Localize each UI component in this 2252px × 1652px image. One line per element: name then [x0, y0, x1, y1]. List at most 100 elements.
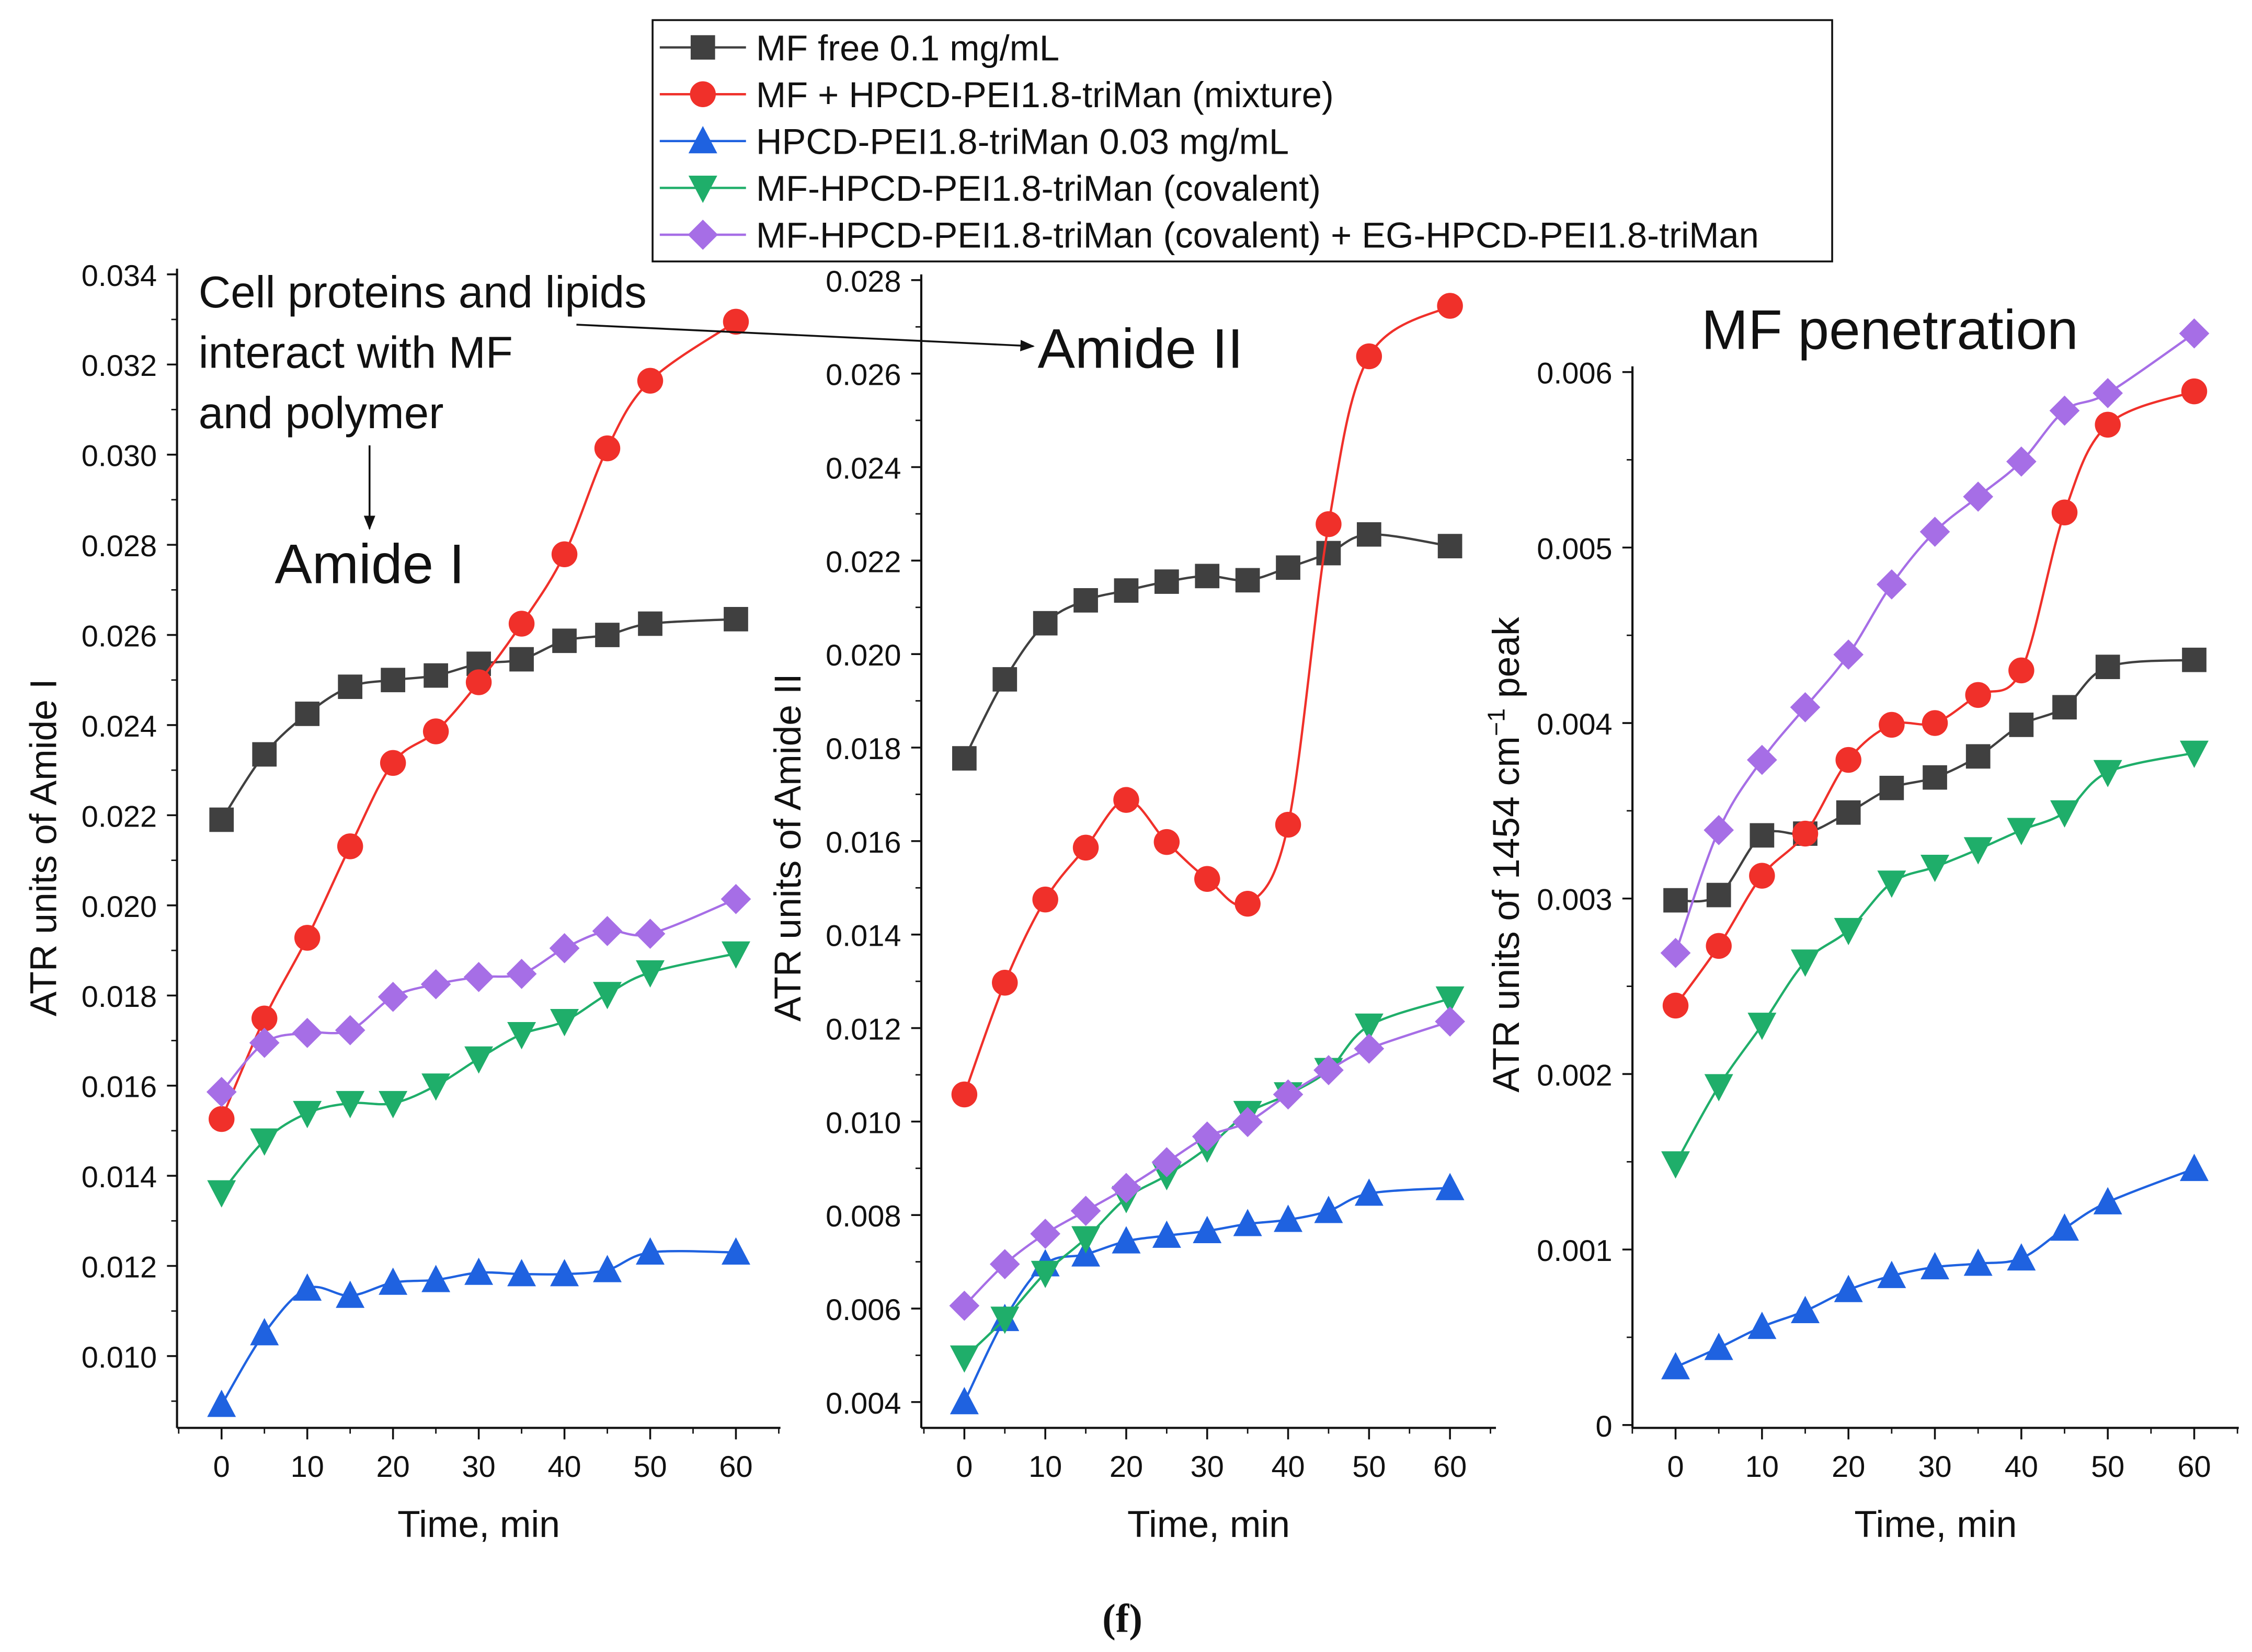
- data-point: [1834, 1275, 1863, 1302]
- annotation-cell-line-1: Cell proteins and lipids: [199, 268, 647, 317]
- y-tick-label: 0.016: [82, 1071, 157, 1104]
- y-tick-label: 0.012: [826, 1013, 901, 1047]
- data-point: [551, 541, 578, 567]
- data-point: [292, 1017, 323, 1048]
- legend-label: HPCD-PEI1.8-triMan 0.03 mg/mL: [756, 122, 1289, 162]
- x-tick-label: 10: [1028, 1450, 1062, 1484]
- x-tick-label: 60: [1433, 1450, 1467, 1484]
- figure-label: (f): [1102, 1596, 1142, 1641]
- data-point: [1661, 1151, 1690, 1179]
- y-tick-label: 0.008: [826, 1200, 901, 1233]
- annotation-mf-penetration: MF penetration: [1701, 299, 2078, 361]
- y-tick-label: 0.006: [826, 1293, 901, 1327]
- y-tick-label: 0.026: [826, 359, 901, 392]
- x-tick-label: 60: [2177, 1450, 2211, 1484]
- data-point: [2182, 647, 2207, 672]
- legend-label: MF + HPCD-PEI1.8-triMan (mixture): [756, 75, 1334, 115]
- y-tick-label: 0.030: [82, 440, 157, 473]
- data-point: [1111, 1173, 1141, 1203]
- y-tick-label: 0.010: [82, 1341, 157, 1374]
- legend-marker-triangle-down-icon: [688, 176, 717, 203]
- data-point: [1437, 534, 1462, 558]
- y-axis-label-main: ATR units of Amide II: [767, 673, 809, 1022]
- data-point: [379, 1267, 408, 1295]
- data-point: [2052, 695, 2077, 720]
- data-point: [950, 1387, 979, 1415]
- data-point: [1750, 823, 1775, 848]
- data-point: [507, 1022, 536, 1050]
- series-5: [949, 1006, 1465, 1321]
- y-tick-label: 0.028: [82, 530, 157, 563]
- annotations: Cell proteins and lipids interact with M…: [199, 268, 2078, 595]
- data-point: [552, 628, 577, 653]
- legend-label: MF-HPCD-PEI1.8-triMan (covalent) + EG-HP…: [756, 215, 1759, 256]
- data-point: [1435, 986, 1465, 1014]
- data-point: [1834, 917, 1863, 946]
- data-point: [1275, 811, 1301, 838]
- data-point: [952, 746, 977, 771]
- y-axis-label: ATR units of Amide I: [23, 679, 65, 1016]
- series-3: [950, 1173, 1465, 1415]
- data-point: [1963, 1248, 1993, 1276]
- data-point: [990, 1306, 1020, 1334]
- data-point: [1965, 682, 1991, 708]
- data-point: [549, 933, 580, 963]
- data-point: [989, 1249, 1020, 1279]
- data-point: [1921, 854, 1950, 882]
- y-axis-label: ATR units of 1454 cm−1 peak: [1483, 617, 1527, 1093]
- data-point: [424, 663, 448, 688]
- data-point: [381, 668, 406, 693]
- data-point: [293, 1100, 322, 1129]
- data-point: [1233, 1209, 1262, 1236]
- data-point: [1356, 343, 1382, 370]
- data-point: [1114, 578, 1139, 603]
- series-line: [221, 952, 736, 1194]
- data-point: [550, 1259, 579, 1287]
- data-point: [1437, 293, 1463, 319]
- annotation-cell-line-3: and polymer: [199, 388, 444, 438]
- x-tick-label: 30: [1191, 1450, 1224, 1484]
- data-point: [464, 1046, 494, 1074]
- data-point: [1704, 1074, 1733, 1102]
- data-point: [1071, 1226, 1101, 1254]
- data-point: [1747, 1013, 1777, 1040]
- y-tick-label: 0.006: [1537, 357, 1612, 391]
- legend-box: [651, 19, 1833, 262]
- series-2: [951, 293, 1463, 1108]
- data-point: [1791, 949, 1820, 977]
- data-point: [636, 960, 665, 988]
- data-point: [1663, 888, 1688, 913]
- data-point: [1662, 992, 1689, 1019]
- data-point: [2007, 818, 2036, 845]
- legend: MF free 0.1 mg/mL MF + HPCD-PEI1.8-triMan…: [651, 19, 1833, 262]
- data-point: [1704, 1333, 1733, 1360]
- x-tick-label: 10: [1745, 1450, 1779, 1484]
- y-tick-label: 0.034: [82, 259, 157, 293]
- series-line: [1674, 751, 2194, 1164]
- x-tick-label: 40: [1271, 1450, 1305, 1484]
- data-point: [950, 1345, 979, 1373]
- data-point: [1030, 1219, 1061, 1249]
- chart-panel-1: 0.010 0.012 0.014 0.016 0.018 0.020 0.022 0.024…: [23, 259, 781, 1545]
- data-point: [1877, 1260, 1906, 1288]
- x-tick-label: 20: [1110, 1450, 1143, 1484]
- data-point: [1877, 569, 1907, 600]
- x-tick-label: 0: [213, 1450, 230, 1484]
- data-point: [724, 607, 748, 632]
- legend-item: MF-HPCD-PEI1.8-triMan (covalent): [659, 168, 1321, 209]
- data-point: [1192, 1121, 1222, 1152]
- series-1: [209, 607, 748, 832]
- data-point: [464, 1257, 494, 1285]
- x-tick-label: 60: [719, 1450, 752, 1484]
- data-point: [1151, 1147, 1182, 1178]
- data-point: [2180, 740, 2209, 768]
- series-line: [1674, 390, 2195, 1006]
- y-tick-label: 0.010: [826, 1106, 901, 1140]
- x-axis-label: Time, min: [397, 1504, 560, 1545]
- chart-panel-3: 0 0.001 0.002 0.003 0.004 0.005 0.006 0 10 20 30 40…: [1483, 318, 2239, 1545]
- data-point: [209, 1106, 235, 1132]
- data-point: [1791, 1295, 1820, 1323]
- series-2: [209, 308, 749, 1132]
- data-point: [1354, 1178, 1384, 1206]
